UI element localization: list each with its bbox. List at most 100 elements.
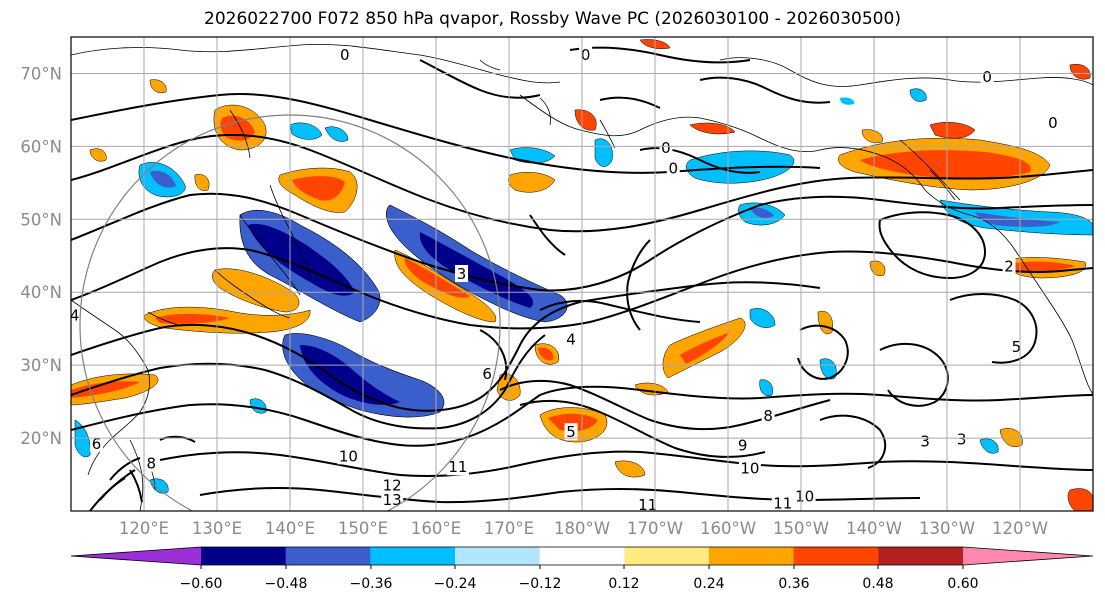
contour-label: 0 <box>340 46 350 64</box>
contour-label: 3 <box>920 433 930 451</box>
colorbar-segment <box>370 547 456 565</box>
colorbar-extend-max <box>963 547 1093 565</box>
longitude-labels: 120°E 130°E 140°E 150°E 160°E 170°E 180°W 170°W… <box>119 519 1048 538</box>
contour-label-background <box>955 430 969 448</box>
contour-label-background <box>659 138 673 156</box>
contour-label-background <box>980 68 994 86</box>
colorbar-label: −0.60 <box>180 576 223 592</box>
contour-label-background <box>446 458 469 476</box>
contour-label-background <box>738 459 761 477</box>
contour-label-background <box>455 265 469 282</box>
contour-label-background <box>918 432 932 450</box>
region-circle <box>79 114 501 511</box>
contour-label-background <box>666 159 680 177</box>
contour-label: 4 <box>70 307 80 325</box>
contour-label: 8 <box>763 407 773 425</box>
colorbar-segment <box>624 547 710 565</box>
longitude-label: 130°W <box>919 519 975 538</box>
contour-label: 5 <box>1012 338 1022 356</box>
contour-label: 3 <box>957 431 967 449</box>
colorbar-segment <box>201 547 287 565</box>
qvapor-contours <box>71 46 1093 511</box>
colorbar-label: 0.12 <box>608 576 639 592</box>
colorbar-segment <box>539 547 625 565</box>
contour-label-background <box>381 476 404 494</box>
longitude-label: 170°W <box>627 519 683 538</box>
contour-label: 0 <box>1048 114 1058 132</box>
contour-label-background <box>90 434 104 452</box>
latitude-label: 40°N <box>20 283 62 302</box>
contour-label-background <box>337 447 360 465</box>
longitude-label: 130°E <box>192 519 242 538</box>
contour-label: 0 <box>661 139 671 157</box>
map-frame <box>70 36 1094 512</box>
colorbar-label: 0.24 <box>693 576 724 592</box>
colorbar-segment <box>455 547 541 565</box>
contour-label: 0 <box>982 68 992 86</box>
colorbar-segment <box>878 547 964 565</box>
latitude-label: 20°N <box>20 429 62 448</box>
contour-label-background <box>338 46 352 64</box>
contour-label: 6 <box>92 435 102 453</box>
contour-label: 8 <box>147 455 157 473</box>
colorbar: −0.60 −0.48 −0.36 −0.24 −0.12 0.12 0.24 0.36 0.4… <box>70 546 1094 592</box>
contour-label: 10 <box>795 487 814 505</box>
contour-label: 9 <box>738 436 748 454</box>
longitude-label: 150°W <box>773 519 829 538</box>
colorbar-segment <box>285 547 371 565</box>
colorbar-label: 0.60 <box>947 576 978 592</box>
contour-label-background <box>1046 114 1060 132</box>
latitude-labels: 70°N 60°N 50°N 40°N 30°N 20°N <box>20 64 62 448</box>
contour-label: 0 <box>668 159 678 177</box>
colorbar-label: −0.36 <box>350 576 393 592</box>
contour-label: 6 <box>482 365 492 383</box>
contour-label-background <box>71 306 82 324</box>
contour-label-background <box>381 491 404 509</box>
longitude-label: 150°E <box>338 519 388 538</box>
longitude-label: 120°E <box>119 519 169 538</box>
latitude-label: 50°N <box>20 210 62 229</box>
contour-label-background <box>761 407 775 425</box>
contour-label: 10 <box>740 460 759 478</box>
contour-label: 10 <box>339 447 358 465</box>
longitude-label: 140°W <box>846 519 902 538</box>
latitude-label: 70°N <box>20 64 62 83</box>
latitude-label: 60°N <box>20 137 62 156</box>
contour-label-background <box>771 494 794 511</box>
contour-label-background <box>793 487 816 505</box>
longitude-label: 160°W <box>700 519 756 538</box>
longitude-label: 120°W <box>992 519 1048 538</box>
contour-label-background <box>1002 257 1016 275</box>
contour-label-background <box>564 423 578 441</box>
contour-label: 11 <box>773 495 792 513</box>
contour-label: 4 <box>566 331 576 349</box>
contour-label-background <box>480 364 494 382</box>
longitude-label: 180°W <box>554 519 610 538</box>
contour-label: 11 <box>638 496 657 514</box>
coastlines <box>71 43 1093 511</box>
colorbar-label: 0.48 <box>862 576 893 592</box>
longitude-label: 140°E <box>265 519 315 538</box>
latitude-label: 30°N <box>20 356 62 375</box>
contour-label-background <box>636 496 659 511</box>
contour-label: 11 <box>448 458 467 476</box>
colorbar-segment <box>709 547 795 565</box>
longitude-label: 160°E <box>411 519 461 538</box>
contour-label-background <box>564 330 578 348</box>
contour-label: 12 <box>383 476 402 494</box>
colorbar-label: −0.12 <box>519 576 562 592</box>
colorbar-label: 0.36 <box>778 576 809 592</box>
contour-label: 3 <box>457 265 467 283</box>
contour-label: 5 <box>566 423 576 441</box>
colorbar-extend-min <box>71 547 201 565</box>
contour-label-background <box>736 436 750 454</box>
contour-label: 13 <box>383 491 402 509</box>
contour-label: 0 <box>581 46 591 64</box>
longitude-label: 170°E <box>484 519 534 538</box>
colorbar-segment <box>793 547 879 565</box>
contour-label-background <box>144 454 158 472</box>
